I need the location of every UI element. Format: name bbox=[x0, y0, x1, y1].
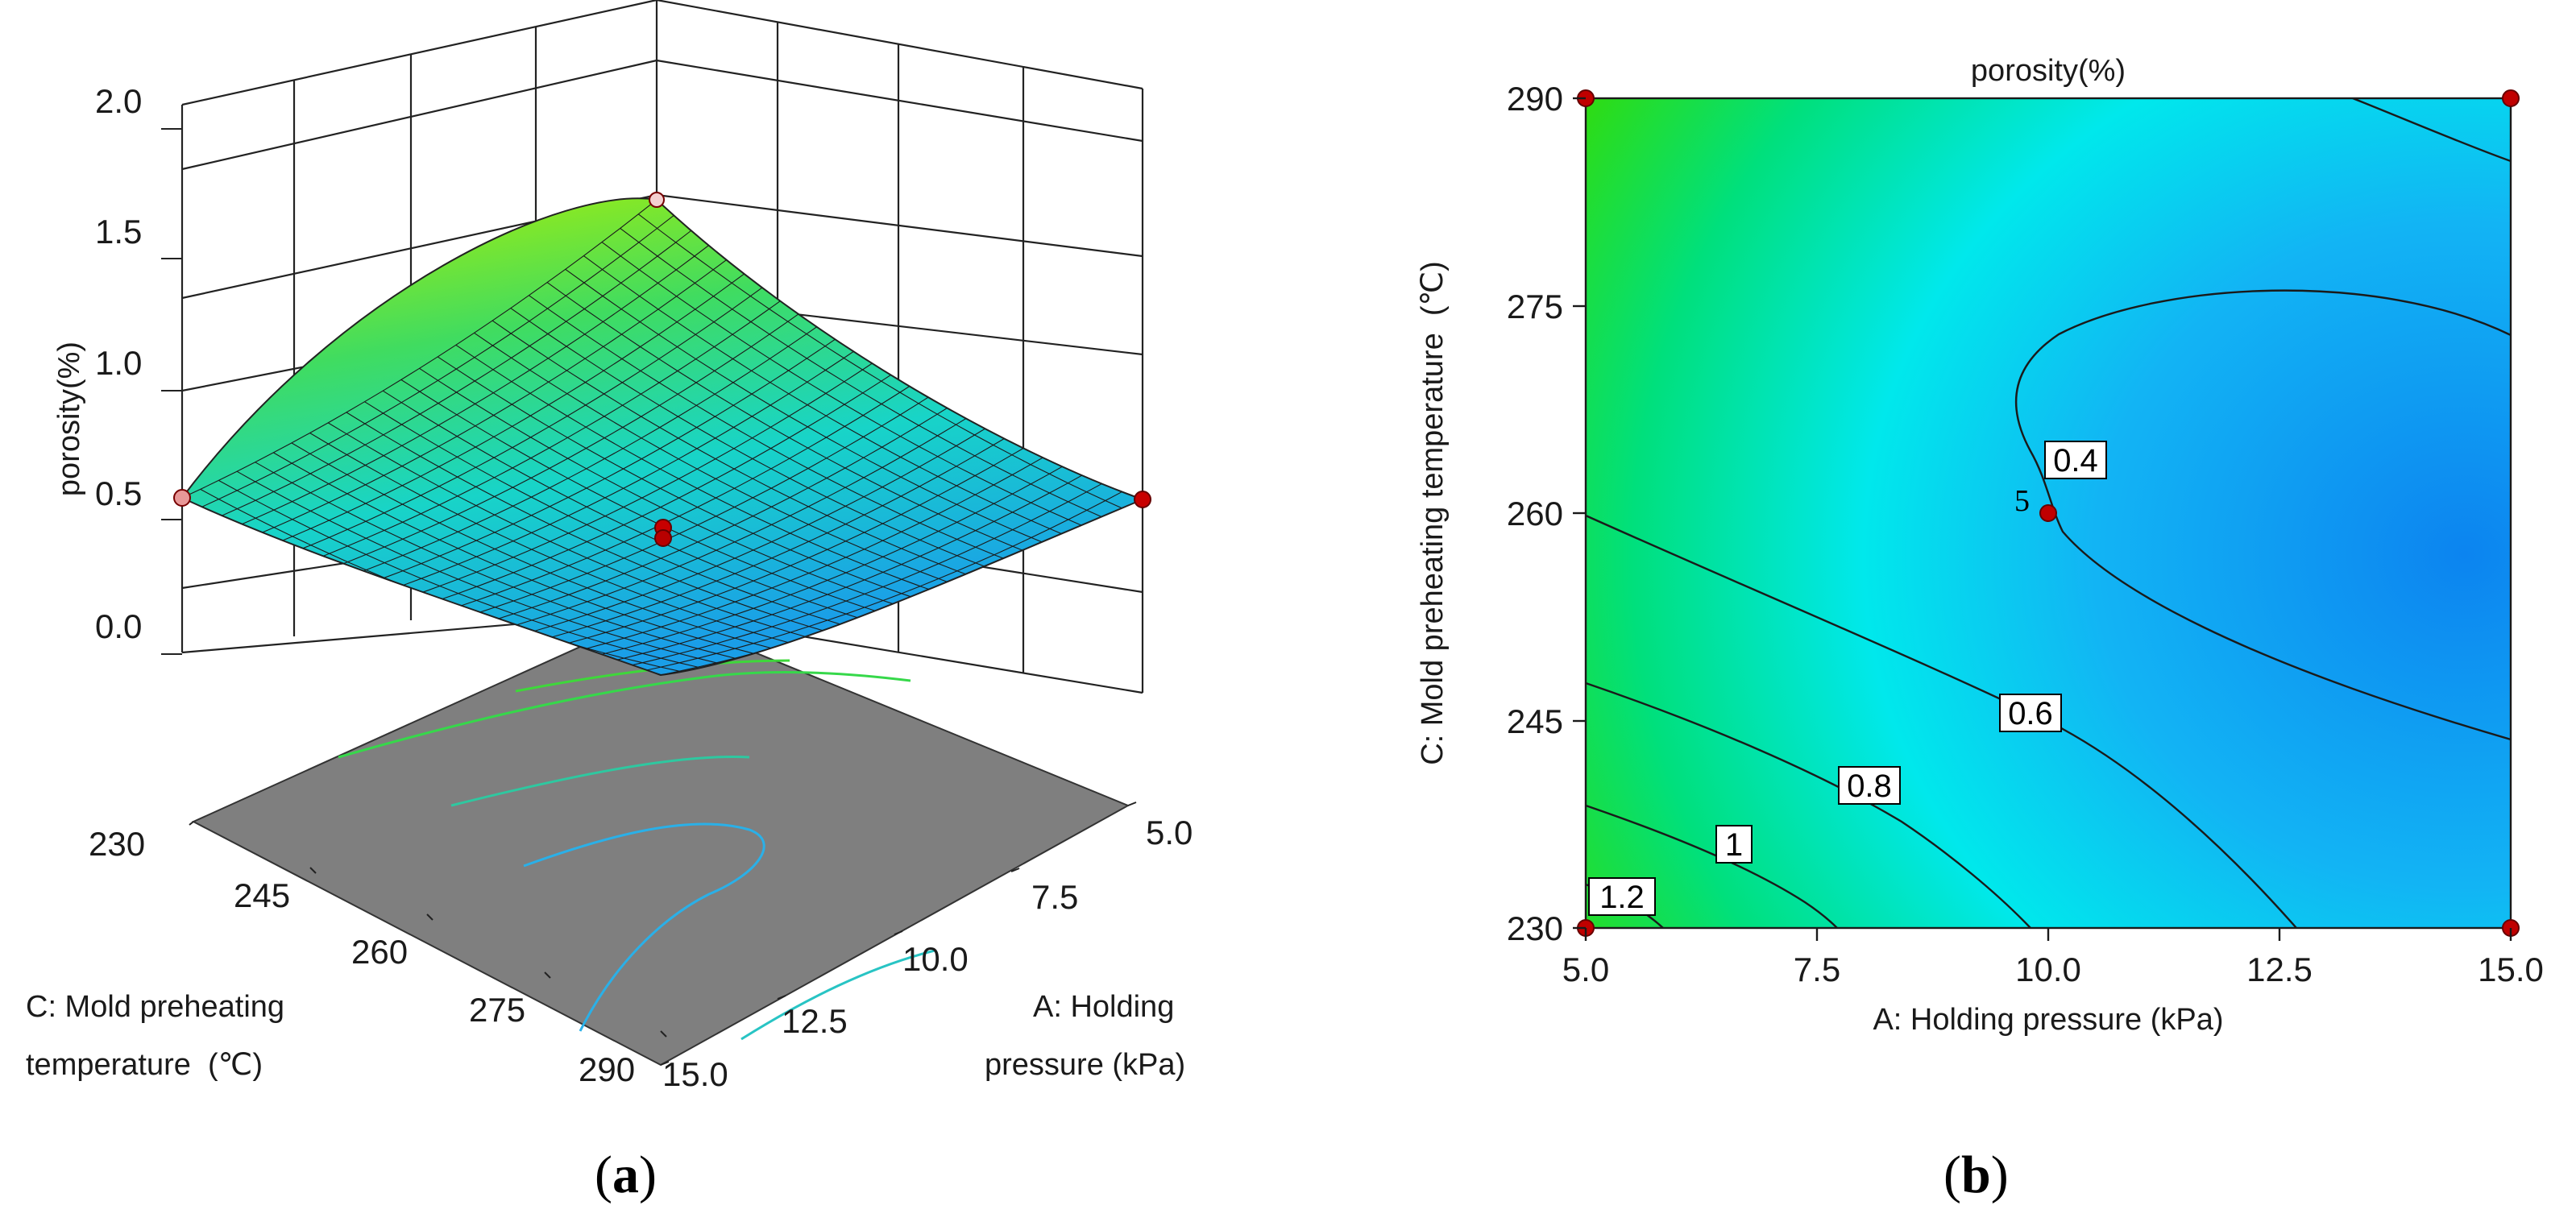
design-point bbox=[649, 192, 665, 208]
center-point-count: 5 bbox=[2014, 484, 2030, 518]
design-point bbox=[173, 489, 191, 507]
design-point bbox=[2502, 89, 2520, 107]
mesh-line bbox=[495, 412, 975, 632]
y-tick-labels: 290 275 260 245 230 bbox=[1507, 80, 1563, 947]
panel-letter-b: b bbox=[1961, 1145, 1991, 1204]
design-point bbox=[2039, 504, 2057, 522]
z-axis-label: porosity(%) bbox=[52, 342, 86, 496]
x-axis bbox=[1584, 928, 2512, 941]
contour-label: 0.4 bbox=[2053, 443, 2098, 478]
z-tick-label: 0.0 bbox=[95, 607, 142, 645]
mesh-line bbox=[458, 391, 938, 620]
a-tick-label: 15.0 bbox=[662, 1055, 728, 1093]
mesh-line bbox=[400, 379, 884, 615]
contour-line-08 bbox=[1586, 681, 2031, 928]
mesh-line bbox=[327, 422, 810, 639]
mesh-line bbox=[439, 380, 919, 614]
x-tick-label: 12.5 bbox=[2246, 951, 2313, 988]
panel-a-surface-chart: 2.0 1.5 1.0 0.5 0.0 porosity(%) 230 245 … bbox=[26, 0, 1193, 1204]
y-tick-label: 245 bbox=[1507, 702, 1563, 740]
c-axis-label-line1: C: Mold preheating bbox=[26, 990, 284, 1024]
mesh-line bbox=[273, 452, 754, 654]
y-axis bbox=[1573, 97, 1586, 930]
y-tick-label: 290 bbox=[1507, 80, 1563, 118]
c-tick-label: 275 bbox=[469, 991, 525, 1029]
panel-a-design-points bbox=[173, 192, 1151, 547]
contour-label: 0.8 bbox=[1847, 768, 1892, 804]
panel-label-b: (b) bbox=[1943, 1145, 2009, 1204]
a-tick-label: 12.5 bbox=[782, 1002, 848, 1040]
z-axis: 2.0 1.5 1.0 0.5 0.0 porosity(%) bbox=[52, 82, 182, 655]
design-point bbox=[1134, 491, 1151, 508]
mesh-line bbox=[624, 481, 1105, 668]
x-tick-label: 5.0 bbox=[1562, 951, 1609, 988]
contour-line-04 bbox=[2014, 289, 2511, 741]
y-tick-label: 275 bbox=[1507, 288, 1563, 325]
response-surface bbox=[180, 197, 1145, 677]
mesh-line bbox=[382, 390, 865, 621]
a-axis: 5.0 7.5 10.0 12.5 15.0 A: Holding pressu… bbox=[660, 802, 1193, 1093]
mesh-line bbox=[236, 470, 717, 664]
x-axis-label: A: Holding pressure (kPa) bbox=[1873, 1003, 2223, 1037]
c-tick-label: 260 bbox=[351, 933, 408, 971]
mesh-line bbox=[291, 442, 773, 649]
mesh-line bbox=[255, 462, 736, 659]
mesh-line bbox=[568, 454, 1050, 654]
mesh-line bbox=[642, 490, 1125, 672]
y-tick-label: 260 bbox=[1507, 495, 1563, 532]
z-tick-label: 1.5 bbox=[95, 213, 142, 251]
x-tick-label: 10.0 bbox=[2015, 951, 2081, 988]
panel-letter-a: a bbox=[612, 1145, 639, 1204]
c-axis-label-line2: temperature (℃) bbox=[26, 1048, 263, 1082]
panel-b-contour-chart: 0.4 0.6 0.8 1 1.2 5 porosity(%) bbox=[1416, 54, 2544, 1204]
mesh-line bbox=[218, 479, 699, 668]
z-tick-label: 1.0 bbox=[95, 344, 142, 382]
contour-label: 1 bbox=[1725, 827, 1743, 863]
mesh-line bbox=[364, 401, 847, 627]
a-axis-label-line1: A: Holding bbox=[1033, 990, 1174, 1024]
c-tick-label: 290 bbox=[579, 1050, 635, 1088]
c-tick-label: 230 bbox=[89, 825, 145, 863]
contour-title: porosity(%) bbox=[1971, 54, 2126, 88]
a-tick-label: 5.0 bbox=[1146, 814, 1193, 851]
surface-mesh bbox=[182, 199, 1143, 675]
mesh-line bbox=[605, 472, 1087, 664]
floor-plane bbox=[191, 611, 1130, 1067]
mesh-line bbox=[309, 433, 791, 644]
contour-line-1 bbox=[1586, 804, 1838, 928]
z-tick-label: 2.0 bbox=[95, 82, 142, 120]
x-tick-label: 15.0 bbox=[2478, 951, 2544, 988]
mesh-line bbox=[476, 402, 956, 626]
a-tick-label: 7.5 bbox=[1031, 878, 1078, 916]
design-point bbox=[654, 529, 672, 547]
x-tick-labels: 5.0 7.5 10.0 12.5 15.0 bbox=[1562, 951, 2544, 988]
contour-labels: 0.4 0.6 0.8 1 1.2 bbox=[1588, 441, 2107, 916]
a-tick-label: 10.0 bbox=[902, 940, 969, 978]
c-axis: 230 245 260 275 290 C: Mold preheating t… bbox=[26, 821, 667, 1088]
c-tick-label: 245 bbox=[234, 876, 290, 914]
contour-line-top bbox=[2352, 98, 2511, 163]
a-axis-label-line2: pressure (kPa) bbox=[985, 1048, 1185, 1082]
contour-label: 0.6 bbox=[2008, 696, 2053, 731]
mesh-line bbox=[550, 443, 1031, 649]
mesh-line bbox=[513, 423, 993, 638]
x-tick-label: 7.5 bbox=[1794, 951, 1840, 988]
mesh-line bbox=[587, 462, 1068, 659]
z-tick-label: 0.5 bbox=[95, 474, 142, 512]
mesh-line bbox=[419, 367, 902, 607]
mesh-line bbox=[531, 433, 1012, 644]
panel-label-a: (a) bbox=[595, 1145, 657, 1204]
y-tick-label: 230 bbox=[1507, 909, 1563, 947]
contour-label: 1.2 bbox=[1599, 880, 1645, 915]
mesh-line bbox=[346, 412, 828, 633]
y-axis-label: C: Mold preheating temperature (℃) bbox=[1416, 261, 1450, 765]
